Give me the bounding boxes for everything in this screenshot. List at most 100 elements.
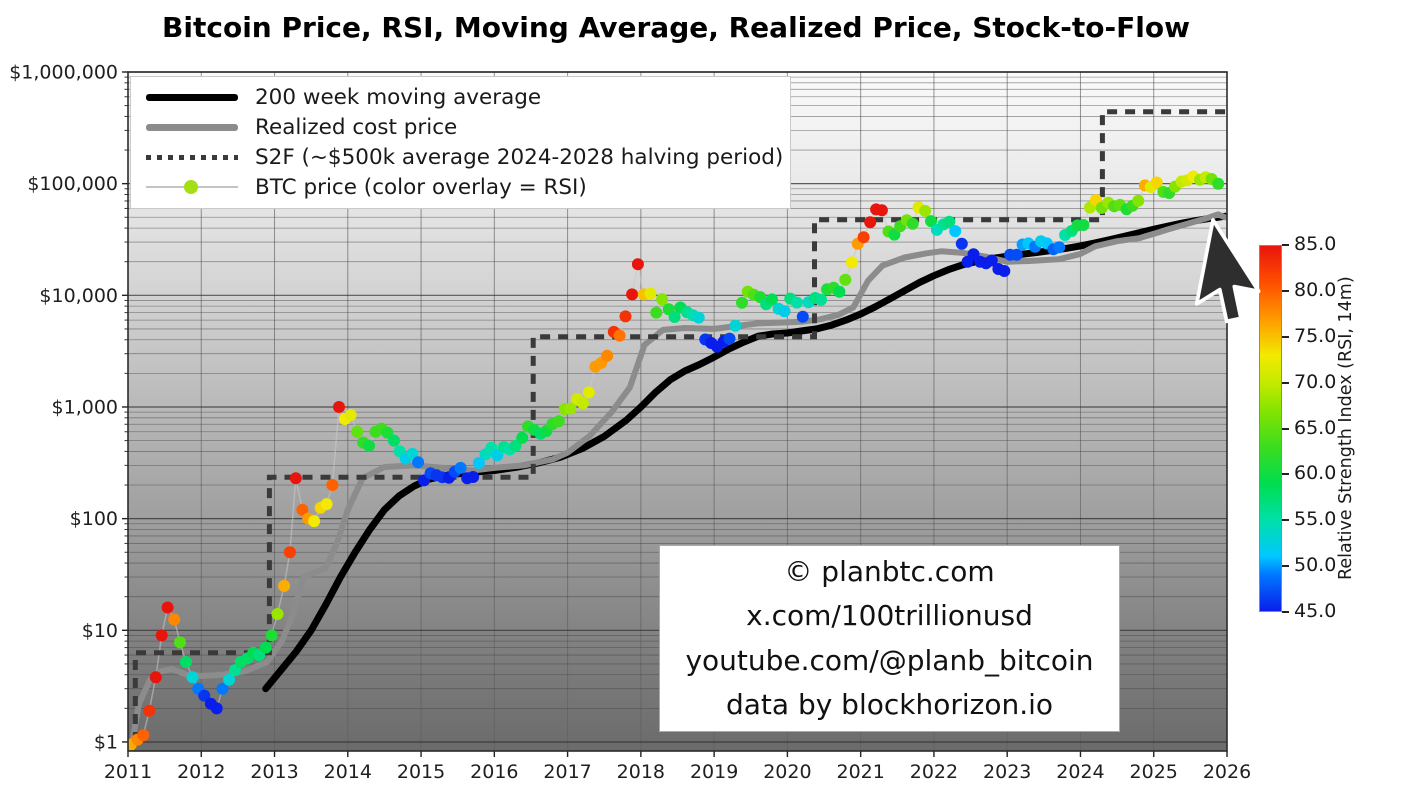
btc-dot (949, 225, 962, 238)
btc-price-dots (128, 170, 1225, 751)
x-tick-label: 2011 (104, 761, 152, 783)
watermark-x-handle: x.com/100trillionusd (746, 599, 1033, 633)
btc-dot (845, 256, 858, 269)
btc-dot (509, 439, 522, 452)
btc-dot (149, 671, 162, 684)
y-tick-label: $1 (94, 731, 118, 753)
btc-dot (650, 306, 663, 319)
x-tick-label: 2024 (1056, 761, 1104, 783)
btc-dot (308, 515, 321, 528)
btc-dot (998, 265, 1011, 277)
btc-dot (613, 329, 626, 342)
btc-dot (351, 425, 364, 438)
btc-dot (955, 237, 968, 250)
rsi-colorbar-tick-label: 45.0 (1294, 600, 1337, 622)
btc-dot (601, 349, 614, 362)
btc-dot (289, 472, 302, 485)
x-tick-label: 2015 (397, 761, 445, 783)
btc-dot (985, 254, 998, 267)
x-tick-label: 2018 (617, 761, 665, 783)
legend-item-realized: Realized cost price (146, 114, 784, 142)
btc-dot (919, 204, 932, 217)
btc-dot (326, 479, 339, 491)
btc-dot (1077, 219, 1090, 231)
rsi-colorbar-tick (1282, 565, 1289, 568)
mouse-cursor-arrow (1194, 218, 1261, 324)
rsi-colorbar-tick-label: 80.0 (1294, 278, 1337, 301)
btc-dot (723, 332, 736, 345)
btc-dot (491, 449, 504, 462)
legend-label: BTC price (color overlay = RSI) (255, 174, 587, 200)
btc-dot (552, 415, 565, 428)
btc-dot (656, 293, 669, 306)
btc-dot (815, 293, 828, 306)
rsi-colorbar-tick (1282, 519, 1289, 522)
ma200-line (262, 212, 1227, 693)
btc-dot (906, 217, 919, 230)
x-tick-label: 2026 (1203, 761, 1251, 783)
rsi-colorbar-tick-label: 65.0 (1294, 416, 1337, 439)
watermark-data-source: data by blockhorizon.io (725, 687, 1054, 721)
plot-border (127, 71, 1228, 752)
y-tick-label: $10 (82, 620, 118, 642)
btc-dot (1212, 177, 1225, 190)
btc-dot-marker (184, 180, 198, 195)
y-tick-label: $100 (70, 508, 118, 530)
btc-dot (161, 601, 174, 614)
btc-dot (864, 216, 877, 229)
btc-dot (516, 431, 529, 444)
btc-dot (259, 641, 272, 654)
legend-box: 200 week moving average Realized cost pr… (130, 76, 791, 209)
btc-dot (174, 636, 186, 649)
legend-label: Realized cost price (255, 115, 458, 141)
btc-dot (1150, 176, 1163, 189)
btc-dot (796, 310, 809, 323)
btc-dot (564, 402, 577, 415)
rsi-colorbar-tick-label: 60.0 (1294, 462, 1337, 485)
rsi-colorbar-tick-label: 70.0 (1294, 370, 1337, 393)
btc-dot (778, 305, 791, 318)
btc-dot (143, 704, 156, 717)
x-tick-label: 2019 (690, 761, 738, 783)
legend-item-btc: BTC price (color overlay = RSI) (146, 173, 784, 201)
rsi-colorbar-tick-label: 55.0 (1294, 508, 1337, 531)
ma200-line-swatch (146, 94, 238, 102)
btc-dot (137, 729, 150, 742)
btc-dot (1010, 248, 1023, 261)
btc-dot (168, 613, 181, 626)
btc-dot (626, 288, 639, 301)
btc-dot (736, 296, 748, 309)
x-tick-label: 2016 (470, 761, 518, 783)
btc-dot (210, 702, 223, 715)
legend-label: 200 week moving average (255, 85, 542, 111)
btc-dot (223, 673, 236, 686)
btc-dot (320, 498, 333, 511)
btc-dot (1132, 194, 1145, 207)
btc-dot (454, 461, 467, 474)
btc-dot (644, 287, 657, 300)
btc-dot (186, 671, 199, 684)
rsi-colorbar-tick (1282, 427, 1289, 430)
watermark-youtube: youtube.com/@planb_bitcoin (685, 643, 1094, 677)
rsi-colorbar-tick (1282, 473, 1289, 476)
btc-dot (198, 689, 211, 702)
btc-dot (412, 456, 425, 469)
y-tick-label: $100,000 (27, 173, 118, 195)
btc-dot (1053, 241, 1066, 254)
btc-dot (467, 471, 480, 483)
rsi-colorbar-tick-label: 85.0 (1294, 233, 1337, 255)
x-tick-label: 2012 (177, 761, 225, 783)
realized-line-swatch (146, 124, 238, 132)
x-tick-label: 2013 (250, 761, 298, 783)
btc-dot (766, 293, 778, 306)
watermark-copyright: © planbtc.com (784, 555, 995, 589)
rsi-colorbar-tick (1282, 244, 1289, 246)
btc-dot (283, 546, 296, 559)
btc-dot (943, 215, 956, 228)
btc-dot (216, 682, 229, 695)
btc-dot (344, 408, 357, 421)
btc-dot (333, 401, 345, 413)
rsi-colorbar-tick-label: 75.0 (1294, 324, 1337, 347)
